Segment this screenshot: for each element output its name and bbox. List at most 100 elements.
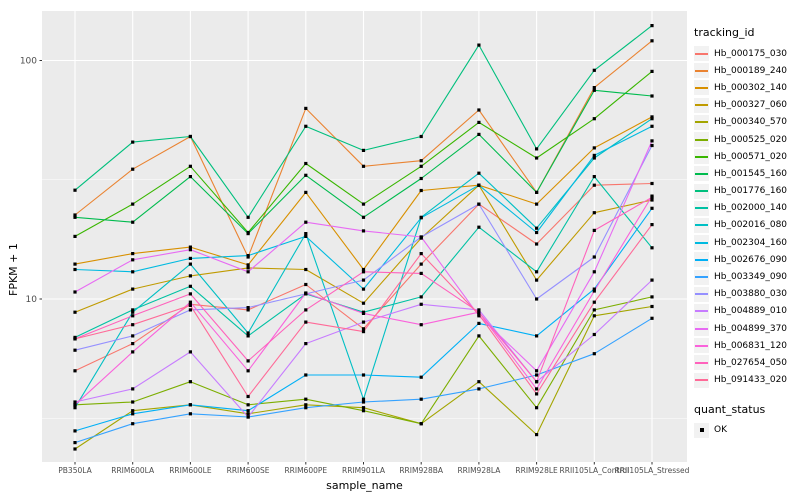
legend-entry-label: Hb_001776_160 (714, 186, 788, 197)
data-point (304, 190, 308, 194)
legend-key-swatch (694, 132, 709, 148)
x-tick-label: RRIM928BA (399, 466, 444, 475)
legend-entry-label: Hb_002676_090 (714, 254, 788, 265)
data-point (361, 202, 366, 206)
data-point (592, 183, 596, 187)
legend-entry-Hb_003880_030: Hb_003880_030 (694, 286, 798, 303)
data-point (188, 284, 192, 288)
data-point (361, 301, 366, 305)
data-point (535, 433, 539, 437)
data-point (650, 39, 654, 43)
data-point (246, 270, 250, 274)
legend-entry-Hb_000327_060: Hb_000327_060 (694, 97, 798, 114)
data-point (535, 373, 539, 377)
legend-key-line-icon (695, 344, 708, 347)
data-point (73, 406, 77, 410)
data-point (188, 412, 192, 416)
data-point (73, 441, 77, 445)
legend-entry-label: Hb_000327_060 (714, 100, 788, 111)
data-point (304, 406, 308, 410)
data-point (592, 88, 596, 92)
data-point (419, 235, 423, 239)
data-point (592, 117, 596, 121)
data-point (477, 225, 481, 229)
legend-tracking-entries: Hb_000175_030 Hb_000189_240 Hb_000302_140 H… (694, 45, 798, 389)
legend-key-line-icon (695, 241, 708, 244)
data-point (419, 271, 423, 275)
data-point (131, 310, 135, 314)
legend-key-line-icon (695, 190, 708, 193)
data-point (535, 406, 539, 410)
y-tick-label: 100 (20, 57, 37, 67)
data-point (419, 375, 423, 379)
data-point (246, 412, 250, 416)
data-point (535, 334, 539, 338)
legend-entry-Hb_006831_120: Hb_006831_120 (694, 337, 798, 354)
x-tick-label: PB350LA (58, 466, 92, 475)
data-points (73, 24, 654, 451)
data-point (477, 310, 481, 314)
data-point (304, 282, 308, 287)
x-tick-label: RRIM928LA (457, 466, 501, 475)
data-point (246, 232, 250, 236)
legend-key-swatch (694, 372, 709, 388)
data-point (535, 297, 539, 301)
data-point (535, 230, 539, 235)
x-tick-label: RRII105LA_Control (560, 466, 630, 475)
data-point (246, 334, 250, 338)
data-point (419, 216, 423, 220)
data-point (419, 164, 423, 168)
data-point (592, 352, 596, 356)
data-point (361, 406, 366, 410)
data-point (304, 232, 308, 236)
data-point (592, 228, 596, 232)
data-point (73, 403, 77, 407)
legend-entry-label: Hb_002016_080 (714, 220, 788, 231)
legend-entry-label: Hb_002304_160 (714, 237, 788, 248)
legend-entry-label: Hb_006831_120 (714, 340, 788, 351)
data-point (361, 320, 366, 324)
legend-key-line-icon (695, 310, 708, 313)
data-point (361, 287, 366, 291)
panel-background (42, 11, 687, 462)
data-point (650, 24, 654, 28)
legend-entry-label: Hb_000302_140 (714, 82, 788, 93)
legend-key-line-icon (695, 276, 708, 279)
data-point (419, 295, 423, 299)
legend-key-swatch (694, 166, 709, 182)
legend-entry-label: Hb_003880_030 (714, 289, 788, 300)
legend-key-swatch (694, 46, 709, 62)
data-point (188, 245, 192, 249)
data-point (131, 220, 135, 224)
legend-key-line-icon (695, 69, 708, 72)
data-point (304, 373, 308, 377)
legend-key-swatch (694, 114, 709, 130)
data-point (361, 215, 366, 219)
data-point (477, 43, 481, 47)
data-point (131, 387, 135, 391)
data-point (477, 308, 481, 312)
data-point (361, 267, 366, 272)
data-point (535, 190, 539, 194)
data-point (304, 124, 308, 128)
legend-entry-Hb_091433_020: Hb_091433_020 (694, 372, 798, 389)
legend-entry-Hb_002016_080: Hb_002016_080 (694, 217, 798, 234)
data-point (188, 308, 192, 312)
data-point (131, 258, 135, 262)
legend-entry-Hb_000302_140: Hb_000302_140 (694, 79, 798, 96)
legend-entry-quant-OK: OK (694, 422, 798, 439)
data-point (477, 120, 481, 124)
black-square-point-icon (699, 428, 704, 433)
data-point (535, 202, 539, 206)
legend-entry-label: Hb_002000_140 (714, 203, 788, 214)
data-point (592, 255, 596, 259)
data-point (650, 181, 654, 186)
data-point (246, 369, 250, 373)
legend-title-quant-status: quant_status (694, 402, 766, 416)
legend-key-line-icon (695, 327, 708, 330)
data-point (246, 263, 250, 267)
legend-key-line-icon (695, 258, 708, 261)
data-point (650, 117, 654, 121)
legend-entry-Hb_002676_090: Hb_002676_090 (694, 251, 798, 268)
